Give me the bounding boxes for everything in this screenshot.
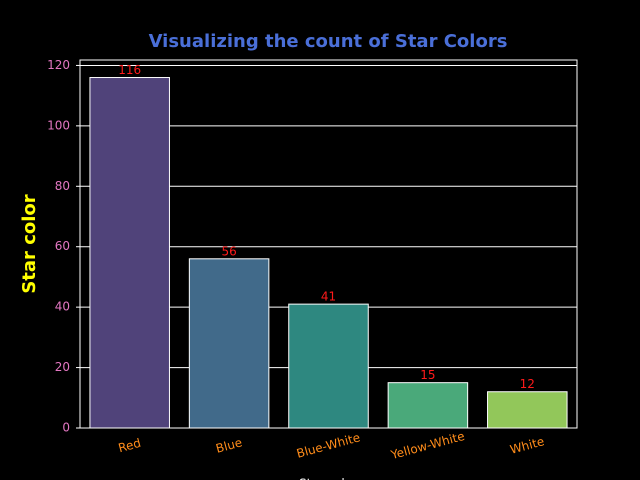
y-tick-label: 0: [62, 421, 70, 435]
y-tick-label: 60: [55, 239, 70, 253]
data-label: 15: [420, 368, 435, 382]
bar: [188, 258, 270, 429]
data-label: 12: [520, 377, 535, 391]
y-tick-label: 80: [55, 179, 70, 193]
bar: [89, 77, 170, 429]
bar: [487, 391, 568, 429]
y-tick-label: 100: [47, 118, 70, 132]
x-tick-label: Red: [117, 436, 143, 455]
y-axis-label: Star color: [19, 194, 40, 293]
bar: [387, 382, 469, 429]
data-label: 116: [118, 63, 141, 77]
data-label: 41: [321, 290, 336, 304]
y-tick-label: 20: [55, 360, 70, 374]
y-tick-label: 40: [55, 300, 70, 314]
x-tick-label: Blue: [214, 435, 243, 455]
y-tick-label: 120: [47, 58, 70, 72]
chart-title: Visualizing the count of Star Colors: [149, 31, 508, 52]
x-axis-label: Star color: [299, 477, 357, 480]
bar: [288, 303, 369, 429]
data-label: 56: [221, 244, 236, 258]
